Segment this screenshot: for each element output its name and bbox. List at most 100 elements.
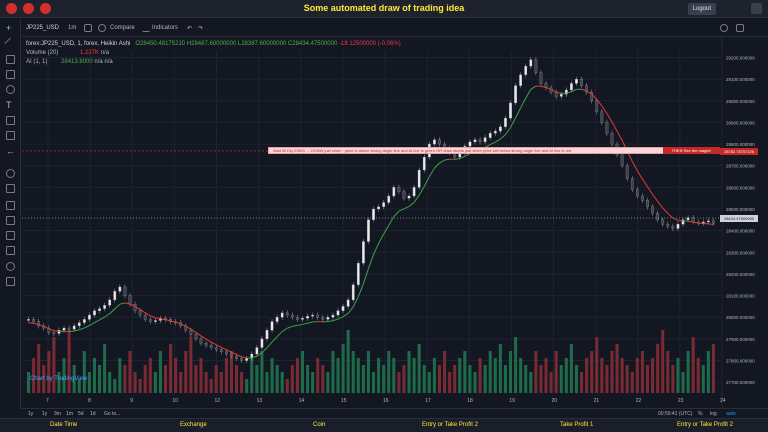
redo-icon[interactable]: ↷ <box>198 26 204 32</box>
undo-icon[interactable]: ↶ <box>187 26 193 32</box>
volume-bar <box>417 344 421 393</box>
pattern-icon[interactable] <box>6 70 15 79</box>
volume-bar <box>27 372 31 393</box>
angle-line-segment <box>256 352 263 357</box>
volume-bar <box>204 372 208 393</box>
interval-selector[interactable]: 1m <box>68 25 77 31</box>
y-tick-label: 28200.000000 <box>726 272 755 277</box>
angle-line-segment <box>94 319 100 324</box>
percent-toggle[interactable]: % <box>698 411 703 417</box>
volume-label: Volume (20) <box>26 50 59 56</box>
y-tick-label: 28500.000000 <box>726 207 755 212</box>
volume-bar <box>539 365 543 393</box>
symbol-selector[interactable]: JP225_USD <box>26 25 60 31</box>
candle-body <box>590 91 594 101</box>
volume-bar <box>240 372 244 393</box>
angle-line-segment <box>332 318 339 322</box>
chart-settings-icon[interactable] <box>720 24 728 32</box>
logout-button[interactable]: Logout <box>687 3 716 15</box>
x-tick-label: 19 <box>509 398 515 404</box>
brush-icon[interactable] <box>6 85 15 94</box>
crosshair-icon[interactable]: + <box>6 23 12 33</box>
range-3m[interactable]: 3m <box>54 411 61 417</box>
range-1y-b[interactable]: 1y <box>42 411 48 417</box>
angle-line-segment <box>205 338 212 343</box>
trendline-icon[interactable] <box>4 37 17 50</box>
candle-body <box>509 102 512 119</box>
angle-line-segment <box>307 321 313 324</box>
volume-bar <box>194 365 198 393</box>
compare-button[interactable]: Compare <box>110 25 135 31</box>
volume-bar <box>443 351 447 393</box>
layers-icon[interactable] <box>6 262 15 271</box>
angle-line-segment <box>677 219 684 222</box>
range-1d[interactable]: 1d <box>90 411 96 417</box>
ai-label: AI (1, 1) <box>26 59 48 65</box>
magnet-icon[interactable] <box>6 201 15 210</box>
compare-icon[interactable] <box>98 24 106 32</box>
volume-bar <box>346 330 350 393</box>
angle-line-segment <box>226 349 232 353</box>
volume-bar <box>361 365 365 393</box>
back-arrow-icon[interactable]: ← <box>6 146 15 156</box>
lock-drawing-icon[interactable] <box>6 216 15 225</box>
pattern-2-icon[interactable] <box>6 116 15 125</box>
indicators-button[interactable]: Indicators <box>152 25 179 31</box>
candle-body <box>397 187 401 192</box>
candle-body <box>499 126 502 132</box>
prediction-icon[interactable] <box>6 131 15 140</box>
angle-line-segment <box>657 201 664 209</box>
angle-line-segment <box>693 221 699 224</box>
volume-bar <box>392 358 396 393</box>
volume-bar <box>711 344 715 393</box>
angle-line-segment <box>439 159 445 164</box>
range-1m[interactable]: 1m <box>66 411 73 417</box>
candle-body <box>686 217 690 220</box>
settings-icon[interactable] <box>751 3 762 14</box>
col-date-time: Date Time <box>50 422 78 428</box>
candle-body <box>473 139 477 143</box>
angle-line-segment <box>662 207 669 214</box>
angle-line-segment <box>398 208 405 212</box>
candle-body <box>27 319 30 321</box>
angle-line-segment <box>596 98 603 107</box>
candle-body <box>32 319 35 322</box>
indicators-icon[interactable] <box>142 24 150 32</box>
candle-body <box>189 330 193 335</box>
volume-bar <box>427 372 431 393</box>
angle-line-segment <box>266 341 273 349</box>
candle-body <box>98 308 101 311</box>
angle-line-segment <box>434 162 440 169</box>
angle-line-segment <box>601 105 608 114</box>
trash-icon[interactable] <box>6 277 15 286</box>
tradingview-watermark[interactable]: Chart by TradingView <box>30 376 88 382</box>
goto-button[interactable]: Go to... <box>104 411 121 417</box>
auto-toggle[interactable]: auto <box>726 411 736 417</box>
chart-area[interactable]: 27700.000000 27800.000000 27900.000000 2800… <box>22 37 768 408</box>
candle-body <box>605 122 609 134</box>
ruler-icon[interactable] <box>6 169 15 178</box>
eye-icon[interactable] <box>6 246 15 255</box>
angle-line-segment <box>571 88 577 93</box>
range-1y[interactable]: 1y <box>28 411 34 417</box>
zoom-icon[interactable] <box>6 184 15 193</box>
volume-bar <box>280 372 284 393</box>
volume-bar <box>580 372 584 393</box>
angle-line-segment <box>428 167 435 177</box>
fib-icon[interactable] <box>6 55 15 64</box>
volume-bar <box>488 351 492 393</box>
candle-body <box>290 314 294 318</box>
chart-type-icon[interactable] <box>84 24 92 32</box>
range-5d[interactable]: 5d <box>78 411 84 417</box>
candle-body <box>707 220 710 223</box>
candle-body <box>367 219 370 242</box>
candle-body <box>321 317 325 320</box>
angle-line-segment <box>403 205 410 210</box>
y-tick-label: 29200.000000 <box>726 55 755 60</box>
text-icon[interactable]: T <box>6 100 12 110</box>
screenshot-icon[interactable] <box>736 24 744 32</box>
log-toggle[interactable]: log <box>710 411 717 417</box>
lock-icon[interactable] <box>6 231 15 240</box>
price-chart[interactable]: 27700.000000 27800.000000 27900.000000 2800… <box>22 37 768 408</box>
volume-bar <box>377 358 381 393</box>
